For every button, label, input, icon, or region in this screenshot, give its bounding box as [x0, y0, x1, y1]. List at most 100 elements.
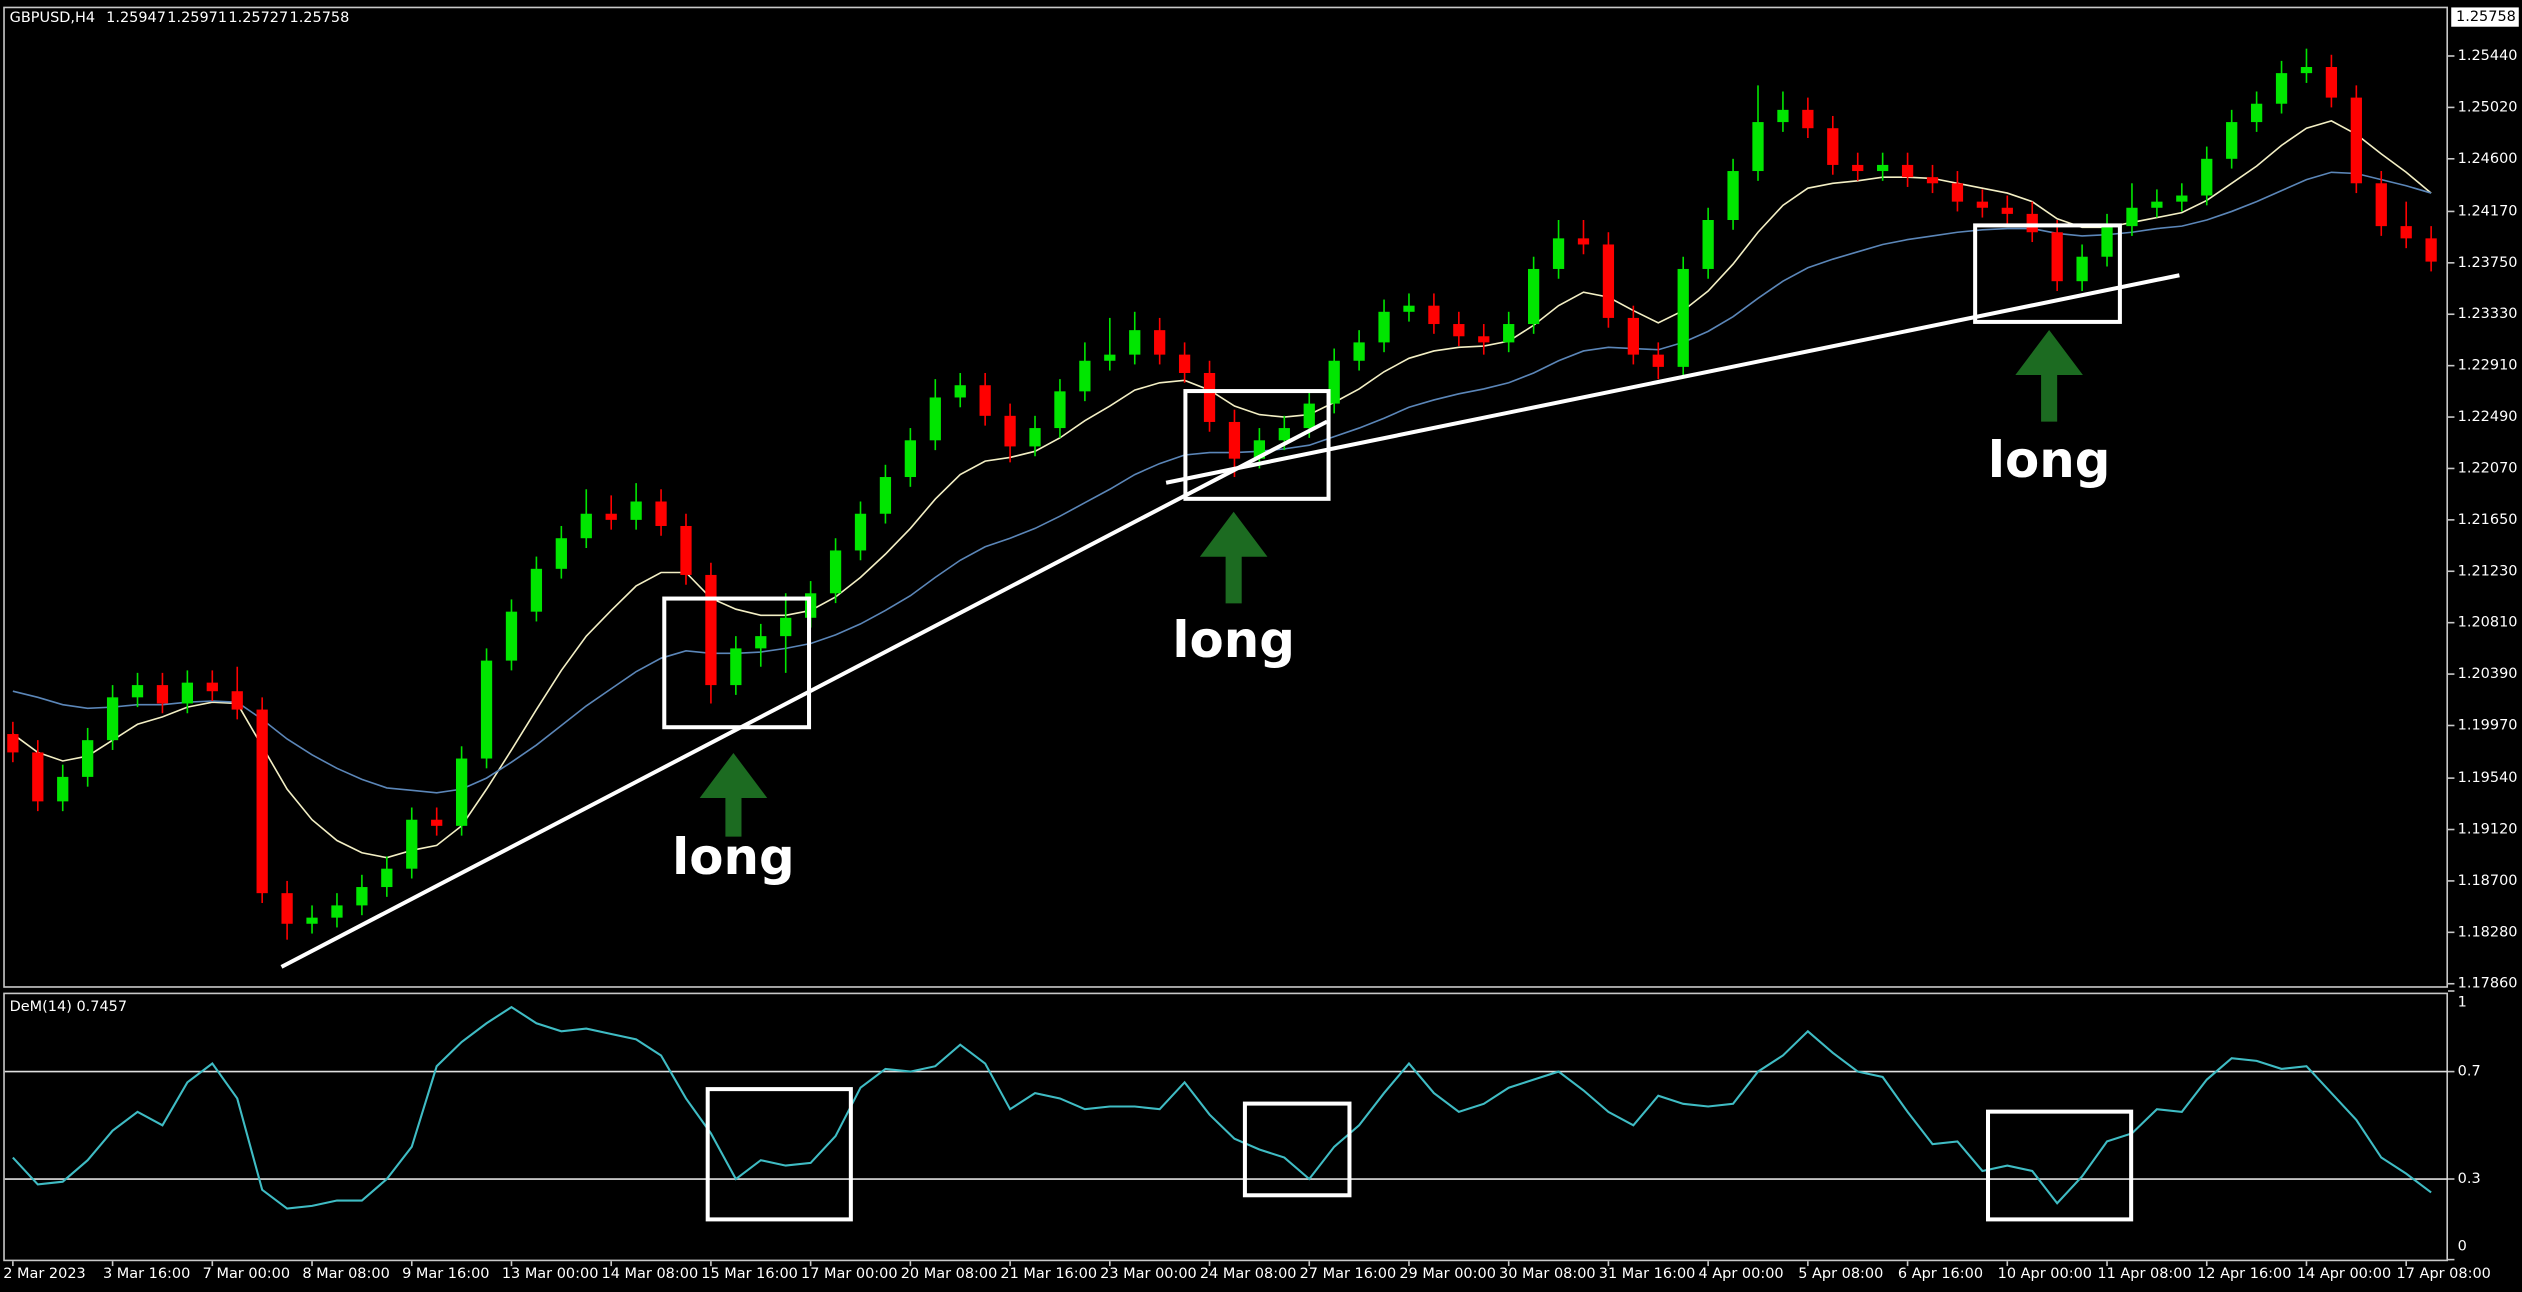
y-tick-label: 1.18280	[2458, 924, 2518, 940]
trend-line	[280, 419, 1328, 969]
candle-body	[2375, 183, 2387, 227]
y-tick-label: 1.23330	[2458, 306, 2518, 322]
chart-title: GBPUSD,H4	[10, 10, 95, 26]
candle-body	[1129, 330, 1141, 355]
y-tick-label: 1.17860	[2458, 976, 2518, 992]
up-arrow	[699, 752, 768, 837]
candle-body	[630, 501, 642, 520]
candle-body	[1303, 403, 1315, 429]
x-tick-label: 21 Mar 16:00	[1000, 1266, 1097, 1282]
candle-body	[2250, 103, 2263, 123]
x-tick-label: 5 Apr 08:00	[1798, 1266, 1883, 1282]
x-tick-label: 29 Mar 00:00	[1399, 1266, 1496, 1282]
candle-body	[755, 636, 767, 649]
y-tick-label: 1.24600	[2458, 151, 2518, 167]
candle-body	[181, 682, 194, 704]
x-tick-label: 7 Mar 00:00	[203, 1266, 290, 1282]
candle-body	[705, 574, 717, 686]
candle-body	[1478, 336, 1490, 343]
candle-body	[2300, 67, 2313, 74]
annotation-label: long	[1988, 431, 2111, 489]
y-tick-label: 1.21230	[2458, 563, 2518, 579]
highlight-box	[662, 596, 812, 730]
y-tick-label: 1.25020	[2458, 99, 2518, 115]
candle-body	[1203, 372, 1216, 422]
current-price-label: 1.25758	[2456, 9, 2516, 25]
candle-body	[1627, 317, 1639, 355]
candle-body	[1228, 421, 1241, 459]
y-tick-label: 0	[2458, 1239, 2467, 1255]
candle-body	[1154, 330, 1166, 355]
candle-body	[530, 568, 543, 612]
y-tick-label: 1.22910	[2458, 358, 2518, 374]
candle-body	[431, 819, 443, 826]
x-tick-label: 17 Mar 00:00	[801, 1266, 898, 1282]
candle-body	[1926, 177, 1939, 184]
candle-body	[1278, 428, 1290, 441]
x-tick-label: 6 Apr 16:00	[1898, 1266, 1983, 1282]
candle-body	[1976, 201, 1989, 208]
candle-body	[1727, 171, 1739, 221]
candle-body	[580, 513, 592, 539]
candle-body	[1054, 391, 1066, 429]
x-tick-label: 23 Mar 00:00	[1100, 1266, 1197, 1282]
highlight-box	[1183, 389, 1331, 501]
x-tick-label: 10 Apr 00:00	[1998, 1266, 2092, 1282]
candle-body	[2201, 158, 2213, 196]
candle-body	[256, 709, 268, 894]
candle-body	[2275, 73, 2288, 104]
candle-body	[2176, 195, 2188, 202]
indicator-line	[12, 1005, 2432, 1210]
candle-body	[2076, 256, 2088, 282]
annotation-label: long	[672, 828, 795, 886]
candle-body	[1378, 311, 1390, 343]
candle-body	[1752, 122, 1764, 172]
x-tick-label: 14 Apr 00:00	[2297, 1266, 2391, 1282]
candle-body	[1602, 244, 1615, 318]
candle-body	[1004, 415, 1016, 447]
candle-body	[2051, 232, 2063, 282]
up-arrow	[2015, 329, 2083, 422]
y-tick-label: 0.3	[2458, 1171, 2481, 1187]
x-tick-label: 20 Mar 08:00	[901, 1266, 998, 1282]
candle-body	[32, 752, 44, 802]
candle-body	[106, 697, 119, 741]
highlight-box	[705, 1087, 853, 1222]
candle-body	[82, 740, 94, 777]
candle-body	[1702, 220, 1714, 269]
candle-body	[356, 887, 368, 906]
x-tick-label: 27 Mar 16:00	[1300, 1266, 1397, 1282]
y-tick-label: 1.20810	[2458, 615, 2518, 631]
candle-body	[206, 682, 218, 692]
candle-body	[1652, 354, 1664, 367]
candle-body	[1677, 268, 1689, 367]
candle-body	[655, 501, 667, 526]
current-price-box	[2451, 7, 2519, 27]
candle-body	[730, 648, 742, 686]
highlight-box	[1985, 1109, 2134, 1222]
highlight-box	[1242, 1101, 1352, 1198]
candle-body	[1577, 238, 1590, 245]
x-tick-label: 15 Mar 16:00	[701, 1266, 798, 1282]
y-tick-label: 1.20390	[2458, 666, 2518, 682]
candle-body	[680, 525, 692, 575]
indicator-plot	[4, 1005, 2449, 1210]
y-tick-label: 1.18700	[2458, 873, 2518, 889]
candle-body	[605, 513, 617, 520]
candle-body	[1104, 354, 1116, 361]
x-tick-label: 2 Mar 2023	[3, 1266, 86, 1282]
candle-body	[2026, 213, 2038, 233]
y-tick-label: 1.19120	[2458, 822, 2518, 838]
candle-body	[1178, 354, 1191, 373]
quote-high: 1.25971	[167, 10, 227, 26]
y-tick-label: 1.22490	[2458, 409, 2518, 425]
candle-body	[131, 685, 144, 698]
candle-body	[2001, 207, 2013, 214]
candle-body	[555, 538, 567, 569]
candle-body	[156, 685, 169, 704]
x-tick-label: 14 Mar 08:00	[602, 1266, 699, 1282]
candle-body	[455, 758, 468, 826]
candle-body	[954, 385, 966, 398]
annotation-label: long	[1172, 611, 1295, 669]
